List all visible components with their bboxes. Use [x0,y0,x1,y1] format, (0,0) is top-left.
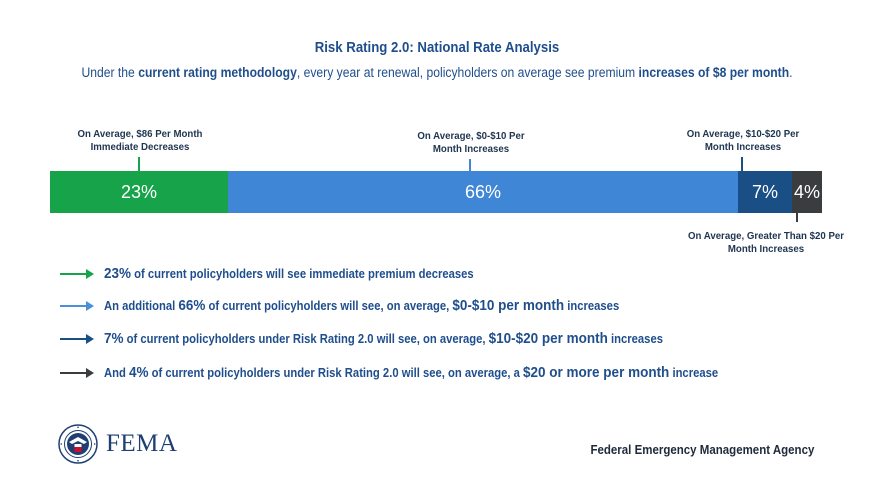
arrow-head [86,367,94,378]
callout-decreases: On Average, $86 Per Month Immediate Decr… [68,128,212,154]
callout-tick-0-10 [469,159,471,171]
bullet-part: increases [607,332,663,346]
callout-line: On Average, $10-$20 Per [686,128,800,140]
bullet-item: And 4% of current policyholders under Ri… [60,364,786,381]
bullet-amount: $20 or more per month [523,364,670,381]
callout-tick-over-20 [796,213,798,222]
bar-value-label: 23% [120,181,158,202]
bullet-percent: 4% [129,364,149,381]
callout-10-20: On Average, $10-$20 Per Month Increases [672,128,814,154]
callout-line: On Average, $0-$10 Per [417,130,525,142]
chart-title: Risk Rating 2.0: National Rate Analysis [314,39,560,56]
bullet-percent: 7% [104,330,124,347]
bullet-part: An additional [104,299,179,313]
bullet-part: of current policyholders will see immedi… [131,267,474,281]
subtitle-emphasis: increases of $8 per month [638,65,790,80]
callout-over-20: On Average, Greater Than $20 Per Month I… [678,230,855,256]
callout-line: On Average, Greater Than $20 Per [687,230,845,242]
callout-line: Immediate Decreases [90,141,190,153]
bullet-text: 23% of current policyholders will see im… [104,265,474,282]
arrow-head [86,268,94,279]
bullet-part: increase [669,366,719,380]
arrow-head [86,333,94,344]
subtitle-emphasis: current rating methodology [138,65,297,80]
bullet-part: increases [564,299,620,313]
bullet-text: And 4% of current policyholders under Ri… [104,364,718,381]
bullet-percent: 66% [178,297,206,314]
bullet-part: of current policyholders under Risk Rati… [123,332,489,346]
fema-logo: FEMA [58,424,177,464]
callout-0-10: On Average, $0-$10 Per Month Increases [401,130,541,156]
bullet-percent: 23% [104,265,132,282]
bar-segment-10-20: 7% [738,171,792,213]
dhs-seal-icon [58,424,98,464]
stacked-bar: 23% 66% 7% 4% [50,171,822,213]
bullet-part: of current policyholders will see, on av… [205,299,453,313]
callout-line: On Average, $86 Per Month [77,128,203,140]
callout-line: Month Increases [432,143,510,155]
subtitle-part: Under the [81,65,139,80]
bullet-text: An additional 66% of current policyholde… [104,297,619,314]
bullet-part: And [104,366,130,380]
bullet-part: of current policyholders under Risk Rati… [148,366,524,380]
bar-segment-0-10: 66% [228,171,738,213]
arrow-right-icon [60,333,94,344]
callout-tick-decreases [138,157,140,171]
bullet-amount: $10-$20 per month [488,330,608,347]
arrow-head [86,300,94,311]
bullet-text: 7% of current policyholders under Risk R… [104,330,663,347]
bar-value-label: 4% [793,181,820,202]
fema-wordmark: FEMA [106,430,178,457]
agency-name: Federal Emergency Management Agency [590,443,814,457]
bar-value-label: 7% [751,181,778,202]
arrow-right-icon [60,268,94,279]
bar-segment-over-20: 4% [792,171,822,213]
callout-tick-10-20 [741,157,743,171]
arrow-right-icon [60,367,94,378]
bullet-amount: $0-$10 per month [452,297,565,314]
arrow-right-icon [60,300,94,311]
callout-line: Month Increases [704,141,782,153]
callout-line: Month Increases [727,243,805,255]
subtitle-part: . [789,65,793,80]
bar-value-label: 66% [464,181,502,202]
chart-subtitle: Under the current rating methodology, ev… [44,65,831,80]
bullet-item: 23% of current policyholders will see im… [60,265,515,282]
subtitle-part: , every year at renewal, policyholders o… [296,65,639,80]
bar-segment-decreases: 23% [50,171,228,213]
bullet-item: 7% of current policyholders under Risk R… [60,330,725,347]
bullet-item: An additional 66% of current policyholde… [60,297,676,314]
